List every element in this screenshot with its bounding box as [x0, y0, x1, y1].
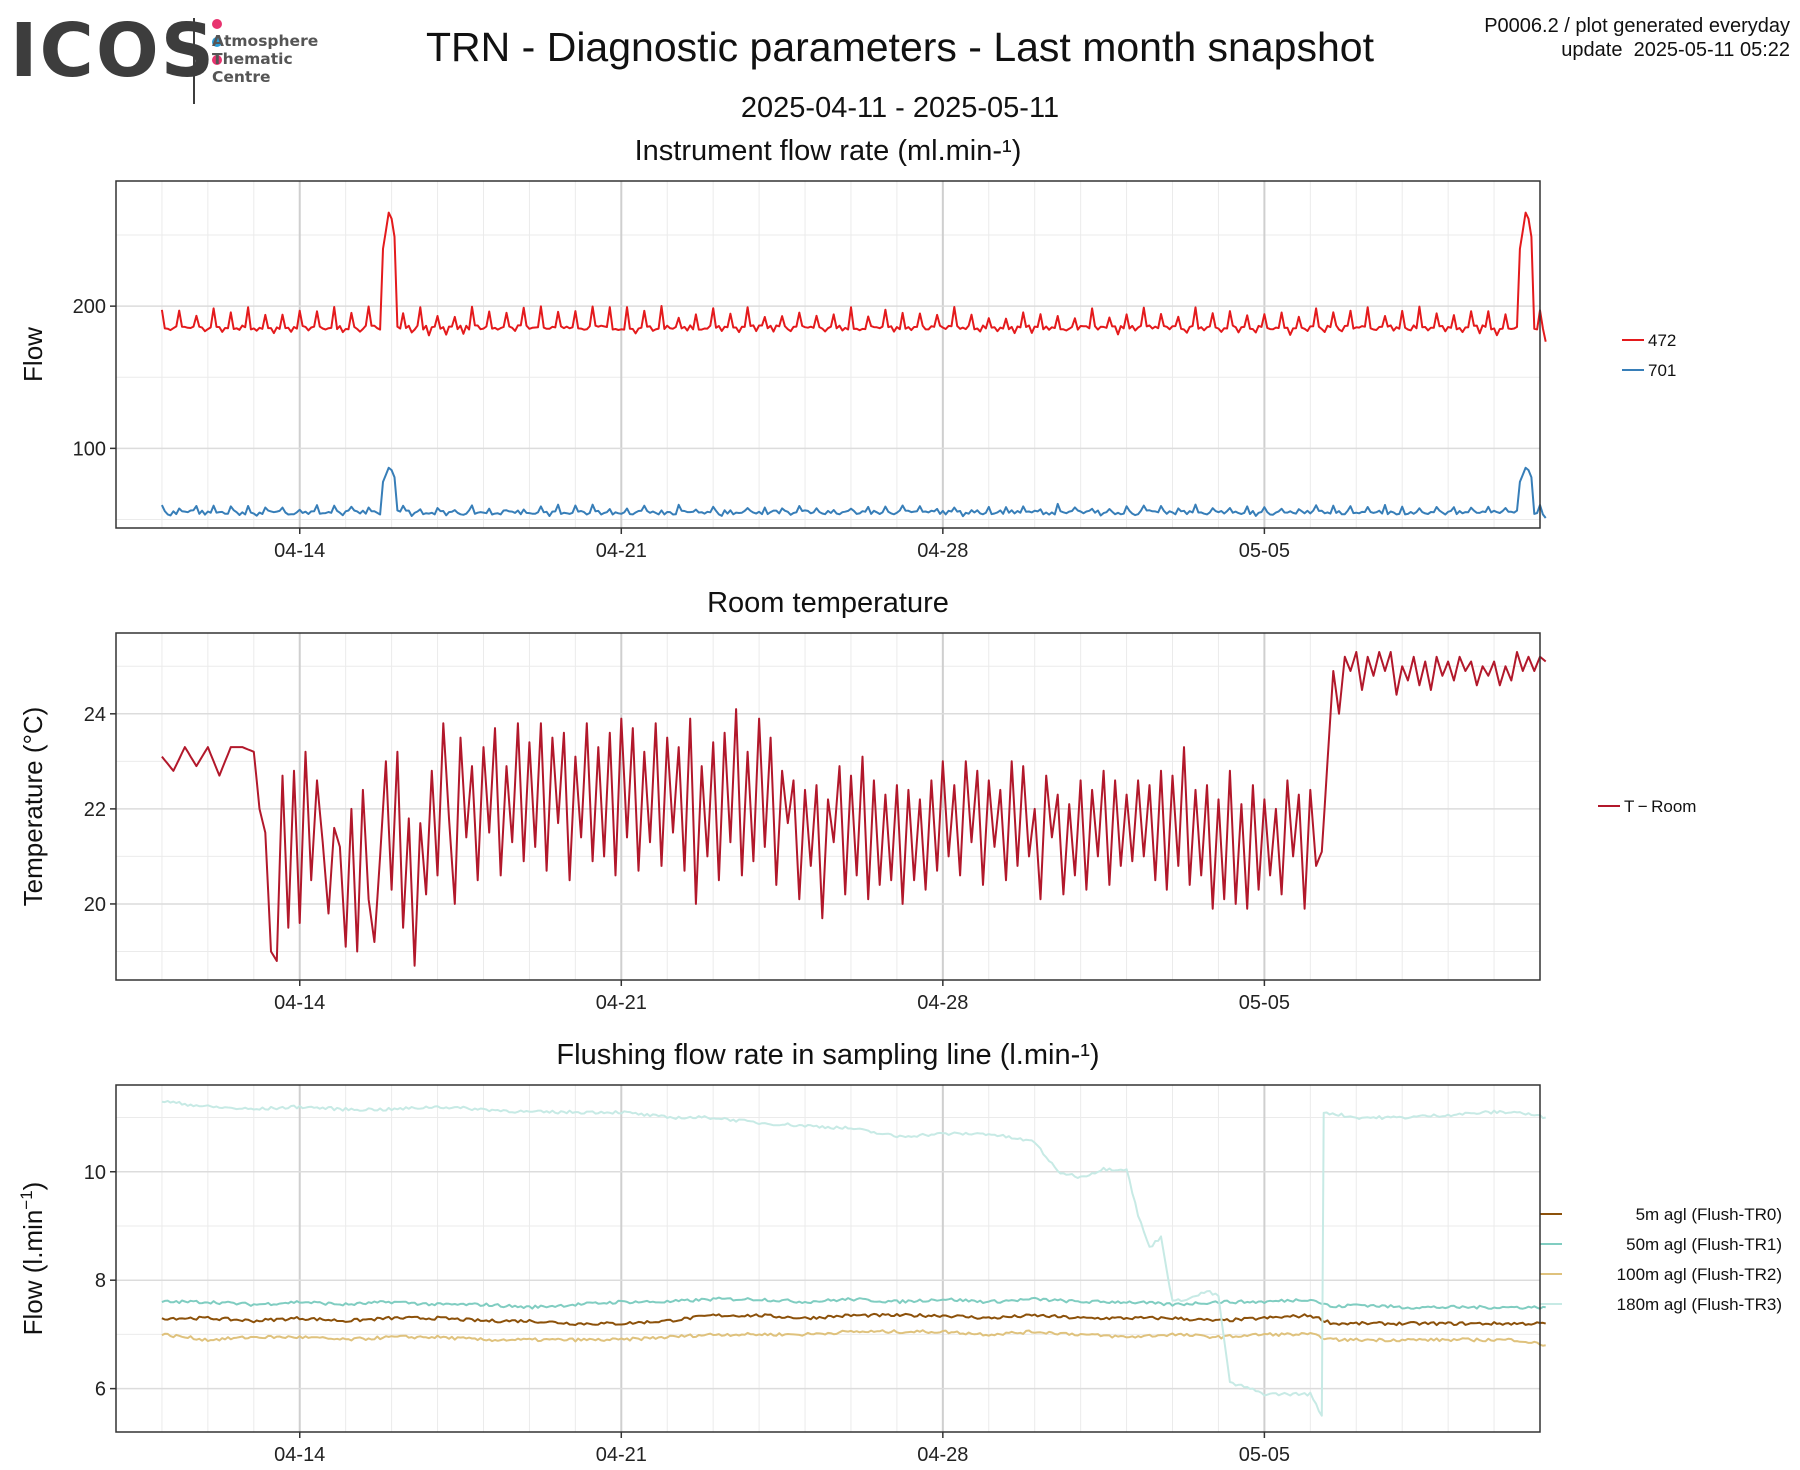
y-axis-title: Flow — [18, 327, 48, 382]
chart-panel-3: Flushing flow rate in sampling line (l.m… — [17, 1039, 1782, 1466]
logo-dot-2 — [212, 37, 222, 47]
y-tick-label: 10 — [84, 1162, 106, 1184]
chart-panel-2: Room temperature T − Room 04-14 04-21 04-28 0… — [18, 587, 1696, 1014]
meta-line-1: P0006.2 / plot generated everyday — [1484, 15, 1790, 37]
plot-area — [116, 1085, 1540, 1432]
x-tick-label: 04-21 — [596, 540, 647, 562]
plot-frame — [115, 632, 1541, 981]
y-tick-label: 20 — [84, 894, 106, 916]
plot-meta: P0006.2 / plot generated everyday update… — [1484, 14, 1790, 62]
y-tick-label: 200 — [73, 296, 106, 318]
x-tick-label: 04-28 — [917, 540, 968, 562]
y-axis-title-suffix: ) — [18, 1182, 48, 1191]
logo-subtitle: Atmosphere Thematic Centre — [212, 32, 318, 86]
header: ICOS Atmosphere Thematic Centre TRN - Di… — [0, 0, 1800, 130]
series-line-4 — [161, 1100, 1546, 1417]
logo-dot-3 — [212, 55, 222, 65]
x-tick-label: 05-05 — [1239, 1444, 1290, 1466]
logo-line-2: Thematic — [212, 50, 293, 68]
plot-frame — [115, 180, 1541, 529]
legend-label-2: 701 — [1648, 361, 1676, 380]
plot-area — [116, 181, 1540, 528]
date-range: 2025-04-11 - 2025-05-11 — [740, 92, 1060, 124]
chart-panel-1: Instrument flow rate (ml.min-¹) 472 701 04-… — [18, 135, 1676, 562]
chart-title: Room temperature — [707, 587, 949, 619]
y-tick-label: 8 — [95, 1270, 106, 1292]
y-tick-label: 22 — [84, 799, 106, 821]
y-axis-title-superscript: −1 — [17, 1190, 36, 1209]
logo-dots — [212, 16, 226, 65]
series-line-2 — [161, 1296, 1546, 1310]
series-line-2 — [160, 466, 1547, 519]
legend-label-3: 100m agl (Flush-TR2) — [1617, 1265, 1782, 1284]
y-axis-title: Temperature (°C) — [18, 707, 48, 907]
logo-dot-1 — [212, 19, 222, 29]
logo-line-3: Centre — [212, 68, 271, 86]
x-tick-label: 04-14 — [274, 992, 325, 1014]
y-tick-label: 100 — [73, 438, 106, 460]
logo-divider — [193, 18, 195, 104]
series-line-1 — [161, 1312, 1546, 1327]
series-line-1 — [160, 211, 1547, 342]
x-tick-label: 04-21 — [596, 1444, 647, 1466]
x-tick-label: 04-28 — [917, 1444, 968, 1466]
y-tick-label: 6 — [95, 1379, 106, 1401]
x-tick-label: 05-05 — [1239, 992, 1290, 1014]
chart-title: Flushing flow rate in sampling line (l.m… — [556, 1039, 1099, 1071]
series-line-1 — [161, 651, 1547, 967]
meta-line-2: update 2025-05-11 05:22 — [1561, 39, 1790, 61]
x-tick-label: 04-21 — [596, 992, 647, 1014]
x-tick-label: 04-14 — [274, 1444, 325, 1466]
legend-label-1: 472 — [1648, 331, 1676, 350]
legend-label-4: 180m agl (Flush-TR3) — [1617, 1295, 1782, 1314]
page-title: TRN - Diagnostic parameters - Last month… — [426, 24, 1374, 70]
x-tick-label: 04-14 — [274, 540, 325, 562]
legend-label-2: 50m agl (Flush-TR1) — [1626, 1235, 1782, 1254]
logo-word: ICOS — [10, 8, 217, 94]
series-line-3 — [161, 1329, 1546, 1347]
plot-frame — [115, 1084, 1541, 1433]
chart-title: Instrument flow rate (ml.min-¹) — [635, 135, 1022, 167]
x-tick-label: 04-28 — [917, 992, 968, 1014]
legend-label-1: 5m agl (Flush-TR0) — [1636, 1205, 1782, 1224]
y-tick-label: 24 — [84, 704, 106, 726]
legend-label-1: T − Room — [1624, 797, 1696, 816]
x-tick-label: 05-05 — [1239, 540, 1290, 562]
logo-line-1: Atmosphere — [212, 32, 319, 50]
y-axis-title: Flow (l.min−1) — [17, 1182, 48, 1336]
